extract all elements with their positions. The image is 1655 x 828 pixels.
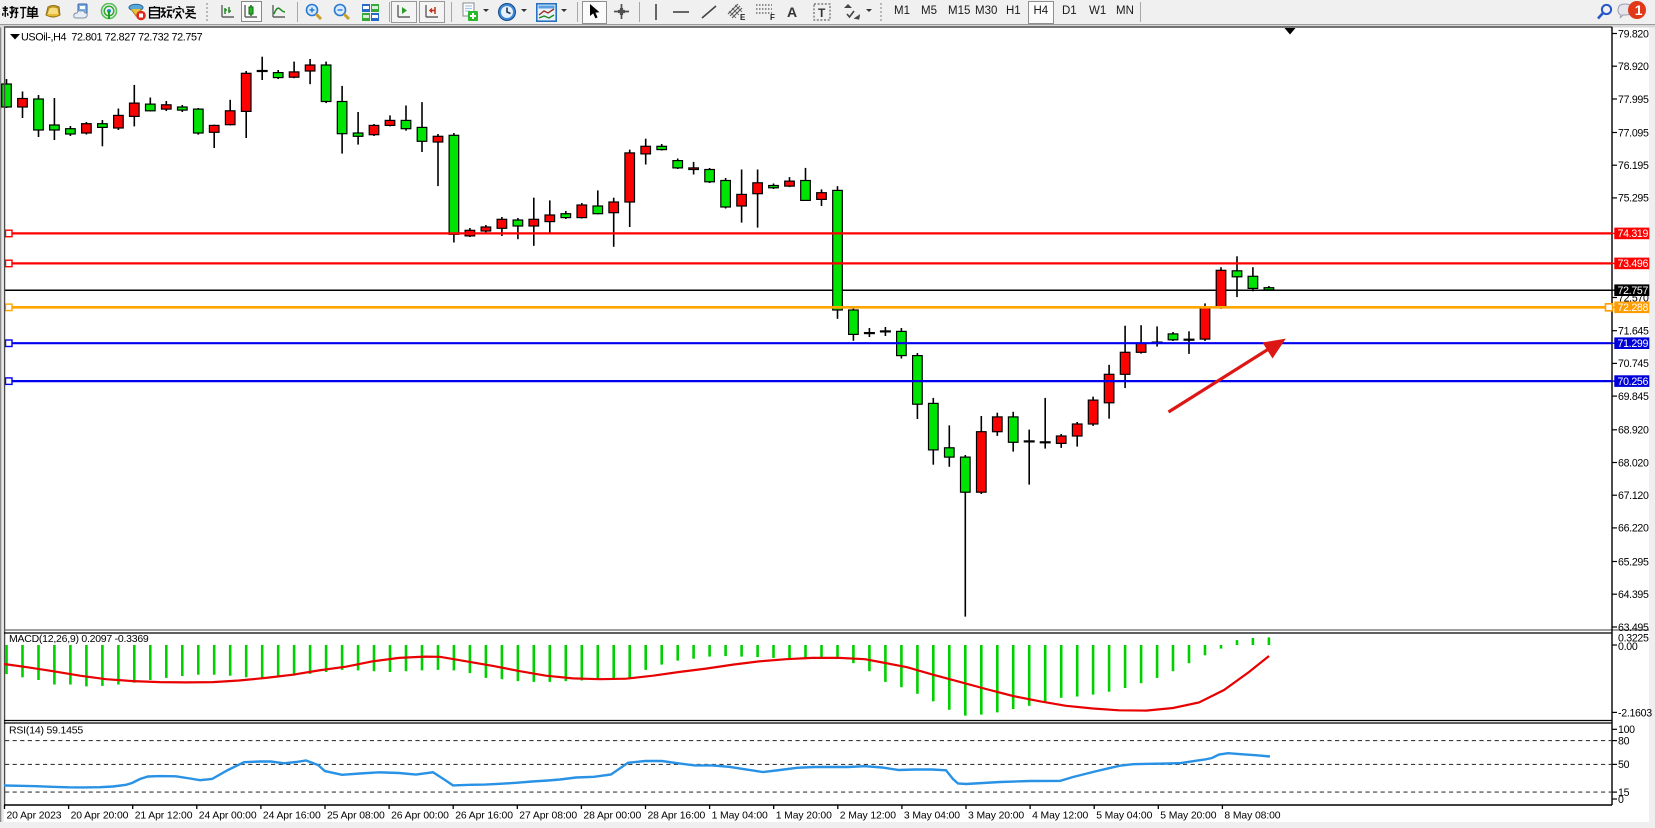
svg-text:77.995: 77.995 [1618, 94, 1649, 106]
svg-text:E: E [740, 13, 746, 22]
svg-text:73.496: 73.496 [1618, 258, 1649, 270]
svg-text:28 Apr 00:00: 28 Apr 00:00 [583, 811, 641, 822]
svg-text:20 Apr 2023: 20 Apr 2023 [7, 811, 62, 822]
svg-text:75.295: 75.295 [1618, 193, 1649, 205]
svg-text:4 May 12:00: 4 May 12:00 [1032, 811, 1088, 822]
svg-text:64.395: 64.395 [1618, 589, 1649, 601]
svg-text:70.256: 70.256 [1618, 376, 1649, 388]
svg-text:5 May 04:00: 5 May 04:00 [1096, 811, 1152, 822]
svg-text:77.095: 77.095 [1618, 127, 1649, 139]
svg-text:79.820: 79.820 [1618, 28, 1649, 40]
svg-text:100: 100 [1618, 724, 1635, 736]
svg-text:8 May 08:00: 8 May 08:00 [1224, 811, 1280, 822]
svg-text:24 Apr 16:00: 24 Apr 16:00 [263, 811, 321, 822]
svg-text:69.845: 69.845 [1618, 391, 1649, 403]
svg-text:1 May 20:00: 1 May 20:00 [776, 811, 832, 822]
svg-text:5 May 20:00: 5 May 20:00 [1160, 811, 1216, 822]
svg-text:25 Apr 08:00: 25 Apr 08:00 [327, 811, 385, 822]
svg-text:0.3225: 0.3225 [1618, 633, 1649, 645]
svg-text:76.195: 76.195 [1618, 160, 1649, 172]
svg-text:24 Apr 00:00: 24 Apr 00:00 [199, 811, 257, 822]
svg-text:1 May 04:00: 1 May 04:00 [712, 811, 768, 822]
svg-text:27 Apr 08:00: 27 Apr 08:00 [519, 811, 577, 822]
svg-text:74.319: 74.319 [1618, 228, 1649, 240]
svg-text:71.645: 71.645 [1618, 326, 1649, 338]
svg-text:21 Apr 12:00: 21 Apr 12:00 [135, 811, 193, 822]
svg-text:1: 1 [1635, 2, 1643, 18]
svg-text:0.00: 0.00 [1618, 641, 1638, 653]
svg-text:72.288: 72.288 [1618, 302, 1649, 314]
svg-text:28 Apr 16:00: 28 Apr 16:00 [648, 811, 706, 822]
svg-text:20 Apr 20:00: 20 Apr 20:00 [71, 811, 129, 822]
svg-text:2 May 12:00: 2 May 12:00 [840, 811, 896, 822]
svg-text:RSI(14) 59.1455: RSI(14) 59.1455 [9, 725, 83, 737]
svg-text:63.495: 63.495 [1618, 622, 1649, 634]
svg-text:80: 80 [1618, 735, 1630, 747]
svg-text:68.920: 68.920 [1618, 425, 1649, 437]
svg-text:MACD(12,26,9) 0.2097 -0.3369: MACD(12,26,9) 0.2097 -0.3369 [9, 633, 149, 645]
svg-text:26 Apr 00:00: 26 Apr 00:00 [391, 811, 449, 822]
svg-text:3 May 04:00: 3 May 04:00 [904, 811, 960, 822]
svg-text:26 Apr 16:00: 26 Apr 16:00 [455, 811, 513, 822]
svg-text:65.295: 65.295 [1618, 556, 1649, 568]
svg-text:F: F [770, 13, 775, 22]
svg-text:78.920: 78.920 [1618, 61, 1649, 73]
svg-text:-2.1603: -2.1603 [1618, 707, 1652, 719]
svg-text:66.220: 66.220 [1618, 523, 1649, 535]
svg-text:USOil-,H4 72.801 72.827 72.73: USOil-,H4 72.801 72.827 72.732 72.757 [21, 32, 203, 44]
svg-text:71.299: 71.299 [1618, 338, 1649, 350]
svg-text:50: 50 [1618, 759, 1630, 771]
svg-text:3 May 20:00: 3 May 20:00 [968, 811, 1024, 822]
svg-text:72.757: 72.757 [1618, 285, 1649, 297]
svg-text:70.745: 70.745 [1618, 358, 1649, 370]
svg-text:T: T [818, 6, 826, 20]
svg-text:68.020: 68.020 [1618, 457, 1649, 469]
svg-text:15: 15 [1618, 787, 1630, 799]
svg-text:67.120: 67.120 [1618, 490, 1649, 502]
svg-text:0: 0 [1618, 794, 1624, 806]
